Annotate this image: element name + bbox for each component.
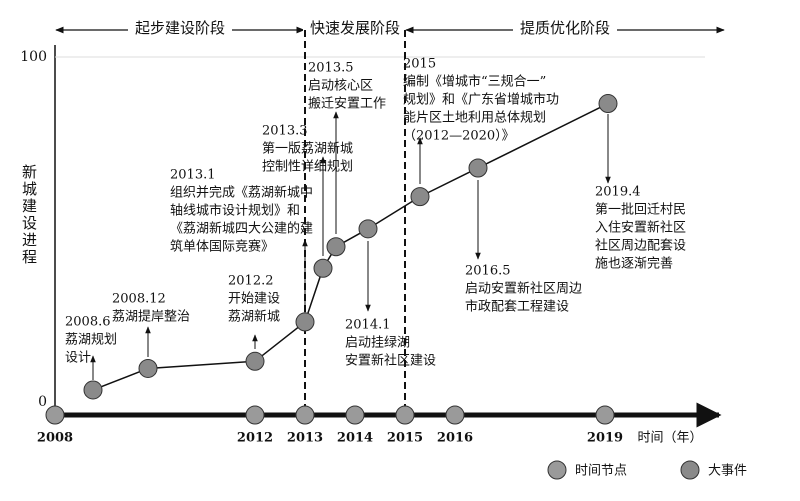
annotation-text: 启动挂绿湖 bbox=[345, 336, 410, 351]
event-point bbox=[295, 312, 315, 332]
time-node bbox=[395, 405, 415, 425]
annotation-text: 启动安置新社区周边 bbox=[465, 281, 582, 297]
event-point bbox=[138, 358, 158, 378]
event-point bbox=[468, 158, 488, 178]
x-tick-label: 2008 bbox=[37, 431, 73, 446]
annotation-text: 2013.1 bbox=[170, 168, 216, 183]
progress-line bbox=[92, 102, 609, 391]
event-point bbox=[410, 187, 430, 207]
y-tick-label: 0 bbox=[38, 394, 47, 410]
y-axis-label: 新城建设进程 bbox=[20, 164, 38, 266]
annotation-text: 社区周边配套设 bbox=[595, 238, 686, 254]
x-tick-label: 2013 bbox=[287, 431, 323, 446]
y-tick-label: 100 bbox=[20, 49, 47, 65]
annotation-text: 市政配套工程建设 bbox=[465, 299, 569, 315]
annotation-text: 2013.3 bbox=[262, 124, 308, 139]
annotation-text: 荔湖提岸整治 bbox=[112, 309, 190, 325]
x-tick-label: 2016 bbox=[437, 431, 473, 446]
event-point bbox=[358, 219, 378, 239]
annotation-text: 第一批回迁村民 bbox=[595, 203, 686, 218]
annotation-text: 荔湖规划 bbox=[65, 333, 117, 348]
annotation-text: 能片区土地利用总体规划 bbox=[403, 111, 546, 126]
legend-swatch bbox=[547, 460, 567, 480]
annotation-text: 2012.2 bbox=[228, 274, 274, 289]
annotation-text: 入住安置新社区 bbox=[595, 220, 686, 236]
annotation-text: 启动核心区 bbox=[308, 79, 373, 94]
annotation-text: 规划》和《广东省增城市功 bbox=[403, 92, 559, 108]
event-point bbox=[598, 94, 618, 114]
phase-label: 提质优化阶段 bbox=[520, 19, 610, 37]
annotation-text: 设计 bbox=[65, 351, 91, 366]
time-node bbox=[445, 405, 465, 425]
phase-label: 起步建设阶段 bbox=[135, 19, 225, 37]
annotation-text: 控制性详细规划 bbox=[262, 160, 353, 175]
annotation-text: 荔湖新城 bbox=[228, 309, 280, 325]
phase-label-bg bbox=[128, 20, 232, 40]
annotation-text: 轴线城市设计规划》和 bbox=[170, 203, 300, 219]
time-node bbox=[245, 405, 265, 425]
annotation-text: 第一版荔湖新城 bbox=[262, 141, 353, 157]
phase-label: 快速发展阶段 bbox=[310, 19, 400, 37]
x-tick-label: 2014 bbox=[337, 431, 373, 446]
event-point bbox=[83, 380, 103, 400]
time-node bbox=[345, 405, 365, 425]
annotation-text: 搬迁安置工作 bbox=[308, 97, 386, 112]
legend-label: 时间节点 bbox=[575, 464, 627, 479]
time-node bbox=[45, 405, 65, 425]
annotation-text: 2008.6 bbox=[65, 315, 111, 330]
event-point bbox=[326, 237, 346, 257]
x-tick-label: 2015 bbox=[387, 431, 423, 446]
annotation-text: 2014.1 bbox=[345, 318, 391, 333]
x-tick-label: 2012 bbox=[237, 431, 273, 446]
phase-label-bg bbox=[303, 20, 407, 40]
annotation-text: 2016.5 bbox=[465, 264, 511, 279]
annotation-text: 2015 bbox=[403, 57, 436, 72]
legend-swatch bbox=[680, 460, 700, 480]
annotation-text: 2013.5 bbox=[308, 61, 354, 76]
x-axis-label: 时间（年） bbox=[637, 431, 702, 446]
annotation-text: 2008.12 bbox=[112, 292, 166, 307]
time-node bbox=[295, 405, 315, 425]
annotation-text: 筑单体国际竞赛》 bbox=[170, 239, 274, 255]
event-point bbox=[313, 258, 333, 278]
annotation-text: 组织并完成《荔湖新城中 bbox=[170, 185, 313, 201]
event-point bbox=[245, 351, 265, 371]
annotation-text: 编制《增城市“三规合一” bbox=[403, 74, 546, 90]
annotation-text: 2019.4 bbox=[595, 185, 641, 200]
annotation-text: 开始建设 bbox=[228, 292, 280, 307]
time-node bbox=[595, 405, 615, 425]
annotation-text: 《荔湖新城四大公建的建 bbox=[170, 221, 313, 237]
annotation-text: 安置新社区建设 bbox=[345, 353, 436, 369]
x-tick-label: 2019 bbox=[587, 431, 623, 446]
annotation-text: （2012—2020）》 bbox=[403, 129, 515, 144]
phase-label-bg bbox=[513, 20, 617, 40]
annotation-text: 施也逐渐完善 bbox=[595, 256, 673, 272]
legend-label: 大事件 bbox=[708, 464, 747, 479]
